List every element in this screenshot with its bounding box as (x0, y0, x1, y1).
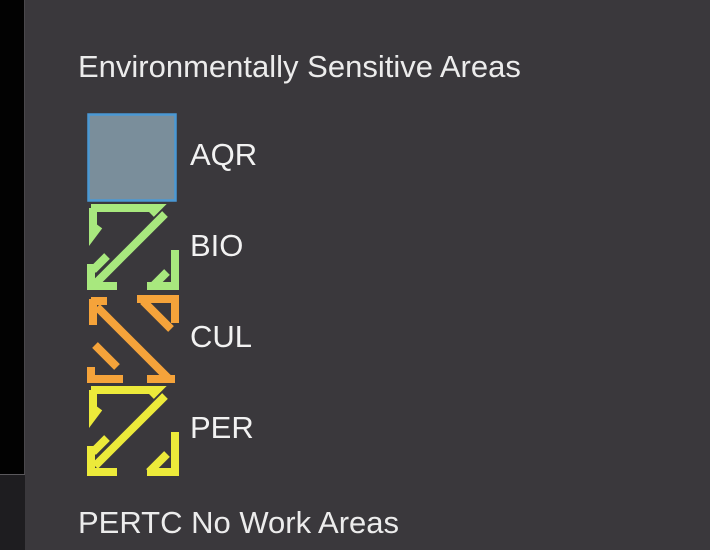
legend-item-bio[interactable]: BIO (87, 204, 587, 294)
legend-item-label: AQR (190, 137, 258, 172)
cul-hatch-swatch-icon (87, 295, 179, 385)
legend-item-label: BIO (190, 228, 244, 263)
legend-item-cul[interactable]: CUL (87, 295, 587, 385)
aqr-swatch-icon (87, 113, 179, 203)
left-sidebar-edge (0, 0, 25, 550)
legend-item-label: PER (190, 410, 254, 445)
bio-hatch-swatch-icon (87, 204, 179, 294)
legend-group-title-pertc-no-work-areas[interactable]: PERTC No Work Areas (78, 505, 400, 540)
legend-item-label: CUL (190, 319, 253, 354)
per-hatch-swatch-icon (87, 386, 179, 476)
legend-group-title-environmentally-sensitive-areas[interactable]: Environmentally Sensitive Areas (78, 49, 521, 84)
legend-item-aqr[interactable]: AQR (87, 113, 587, 203)
legend-item-per[interactable]: PER (87, 386, 587, 476)
legend-panel: Environmentally Sensitive Areas AQR (26, 0, 710, 550)
left-sidebar-footer (0, 474, 25, 550)
